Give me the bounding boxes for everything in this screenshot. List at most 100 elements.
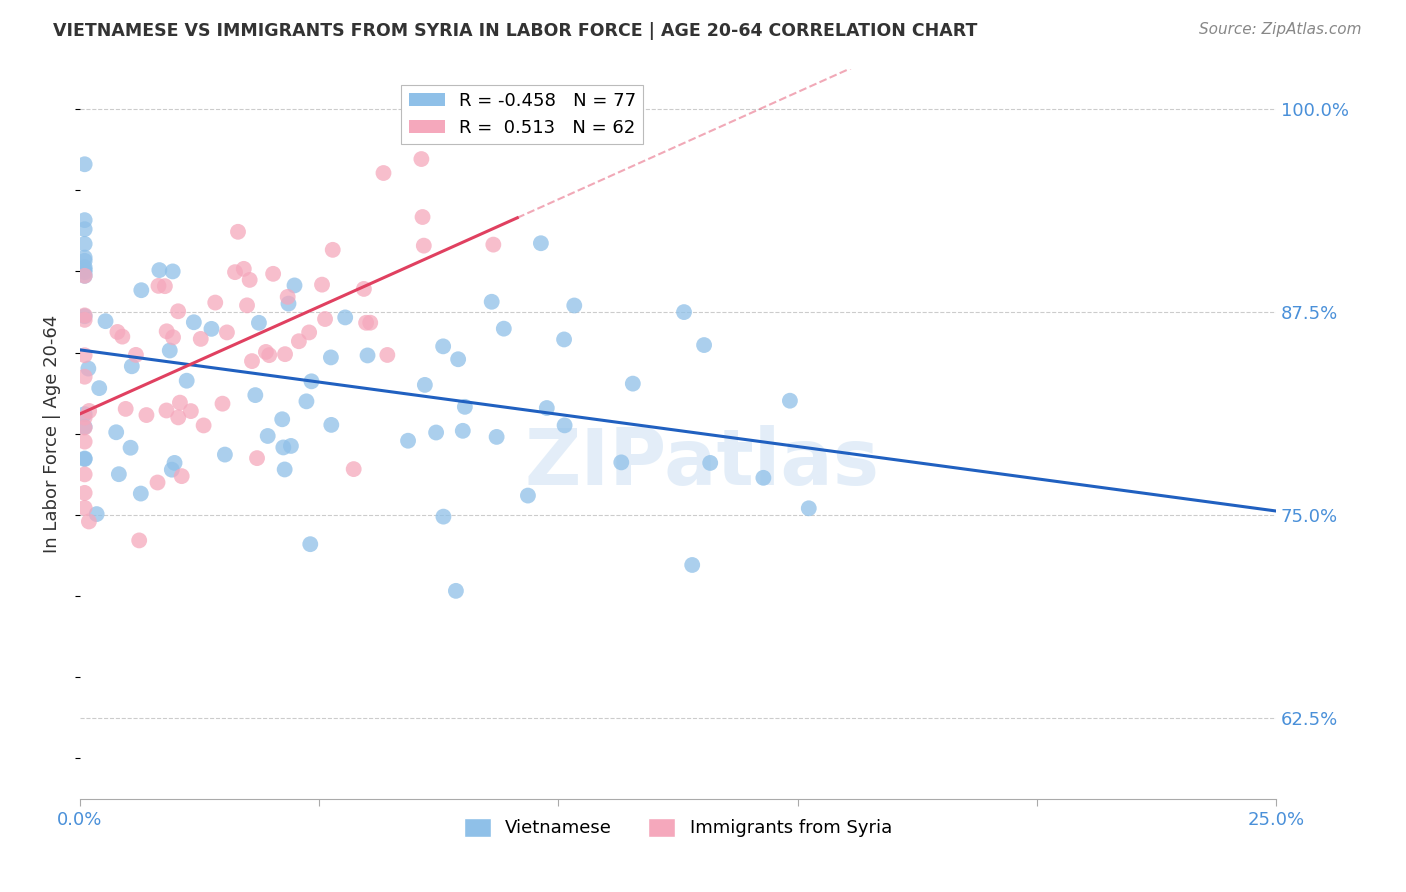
Point	[108, 467, 131, 482]
Point	[146, 475, 169, 490]
Point	[73, 236, 96, 251]
Point	[73, 260, 96, 275]
Point	[699, 456, 721, 470]
Point	[356, 348, 378, 362]
Point	[245, 388, 267, 402]
Point	[257, 348, 280, 362]
Point	[335, 310, 357, 325]
Point	[94, 314, 117, 328]
Point	[411, 152, 433, 166]
Point	[481, 294, 503, 309]
Point	[73, 451, 96, 466]
Point	[73, 310, 96, 324]
Point	[413, 377, 436, 392]
Text: VIETNAMESE VS IMMIGRANTS FROM SYRIA IN LABOR FORCE | AGE 20-64 CORRELATION CHART: VIETNAMESE VS IMMIGRANTS FROM SYRIA IN L…	[53, 22, 977, 40]
Point	[73, 467, 96, 482]
Point	[236, 298, 259, 312]
Point	[277, 290, 299, 304]
Point	[354, 316, 377, 330]
Point	[77, 404, 100, 418]
Point	[73, 253, 96, 268]
Point	[280, 439, 302, 453]
Point	[73, 420, 96, 434]
Point	[73, 309, 96, 323]
Point	[73, 407, 96, 421]
Point	[492, 321, 515, 335]
Point	[444, 583, 467, 598]
Point	[204, 295, 226, 310]
Point	[516, 489, 538, 503]
Point	[314, 312, 336, 326]
Point	[105, 425, 128, 440]
Point	[425, 425, 447, 440]
Point	[167, 304, 190, 318]
Point	[125, 348, 148, 362]
Point	[672, 305, 695, 319]
Point	[153, 279, 176, 293]
Point	[274, 347, 297, 361]
Point	[254, 345, 277, 359]
Point	[373, 166, 395, 180]
Point	[554, 418, 576, 433]
Point	[311, 277, 333, 292]
Point	[277, 296, 299, 310]
Point	[162, 330, 184, 344]
Point	[752, 471, 775, 485]
Y-axis label: In Labor Force | Age 20-64: In Labor Force | Age 20-64	[44, 315, 60, 553]
Point	[375, 348, 398, 362]
Point	[215, 326, 238, 340]
Point	[681, 558, 703, 572]
Legend: Vietnamese, Immigrants from Syria: Vietnamese, Immigrants from Syria	[457, 811, 900, 845]
Point	[553, 333, 575, 347]
Point	[273, 441, 295, 455]
Point	[128, 533, 150, 548]
Point	[240, 354, 263, 368]
Point	[121, 359, 143, 374]
Point	[621, 376, 644, 391]
Point	[170, 469, 193, 483]
Point	[135, 408, 157, 422]
Point	[239, 273, 262, 287]
Point	[73, 420, 96, 434]
Point	[299, 537, 322, 551]
Point	[159, 343, 181, 358]
Point	[447, 352, 470, 367]
Point	[155, 403, 177, 417]
Point	[256, 429, 278, 443]
Point	[73, 410, 96, 425]
Point	[167, 410, 190, 425]
Point	[73, 213, 96, 227]
Point	[73, 369, 96, 384]
Point	[73, 157, 96, 171]
Point	[114, 401, 136, 416]
Text: Source: ZipAtlas.com: Source: ZipAtlas.com	[1198, 22, 1361, 37]
Point	[353, 282, 375, 296]
Point	[73, 452, 96, 467]
Point	[779, 393, 801, 408]
Point	[73, 268, 96, 283]
Point	[163, 456, 186, 470]
Point	[190, 332, 212, 346]
Point	[148, 278, 170, 293]
Point	[246, 451, 269, 466]
Point	[107, 325, 129, 339]
Point	[73, 434, 96, 449]
Point	[273, 462, 295, 476]
Point	[214, 448, 236, 462]
Point	[77, 361, 100, 376]
Point	[343, 462, 366, 476]
Point	[412, 238, 434, 252]
Point	[271, 412, 294, 426]
Point	[183, 315, 205, 329]
Point	[610, 455, 633, 469]
Point	[396, 434, 419, 448]
Point	[73, 348, 96, 362]
Point	[169, 395, 191, 409]
Point	[247, 316, 270, 330]
Point	[232, 261, 254, 276]
Point	[131, 283, 153, 297]
Point	[432, 339, 454, 353]
Point	[432, 509, 454, 524]
Point	[156, 324, 179, 338]
Point	[301, 374, 323, 388]
